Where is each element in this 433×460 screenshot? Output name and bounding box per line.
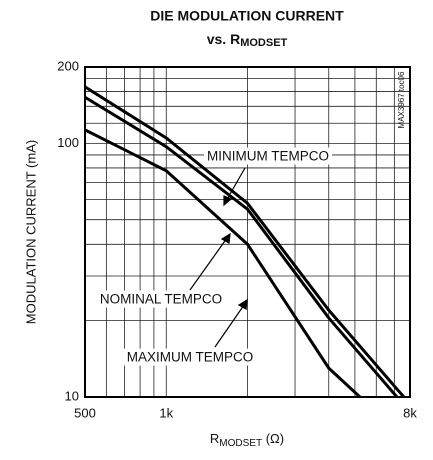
label-background	[123, 348, 257, 366]
series-label: NOMINAL TEMPCO	[100, 292, 222, 307]
x-tick-label: 8k	[403, 405, 417, 420]
arrows	[189, 167, 248, 348]
y-axis-label: MODULATION CURRENT (mA)	[23, 140, 38, 324]
series-label: MAXIMUM TEMPCO	[127, 350, 254, 365]
arrowhead	[220, 232, 231, 244]
xlabel-main: R	[210, 431, 219, 446]
x-tick-label: 1k	[159, 405, 173, 420]
label-background	[96, 290, 226, 308]
x-axis-label: RMODSET (Ω)	[210, 431, 284, 448]
arrow	[225, 167, 246, 202]
curve	[84, 95, 399, 398]
chart-title: DIE MODULATION CURRENT	[150, 8, 344, 24]
xlabel-sub: MODSET	[219, 438, 262, 449]
plot-frame	[84, 66, 411, 398]
subtitle-main: vs. R	[207, 31, 240, 47]
series-label: MINIMUM TEMPCO	[207, 149, 329, 164]
curve	[84, 128, 361, 399]
x-tick-label: 500	[74, 405, 96, 420]
y-tick-label: 200	[57, 58, 79, 73]
label-background	[204, 147, 332, 165]
arrow	[214, 304, 245, 348]
note: MAX3967 toc06	[397, 71, 406, 128]
y-tick-label: 10	[65, 388, 79, 403]
arrowhead	[237, 298, 248, 310]
y-tick-label: 100	[57, 135, 79, 150]
subtitle-sub: MODSET	[240, 37, 287, 49]
xlabel-unit: (Ω)	[262, 431, 284, 446]
chart-subtitle: vs. RMODSET	[207, 31, 288, 49]
arrow	[189, 237, 228, 291]
curve	[84, 85, 405, 398]
arrowhead	[223, 195, 233, 207]
